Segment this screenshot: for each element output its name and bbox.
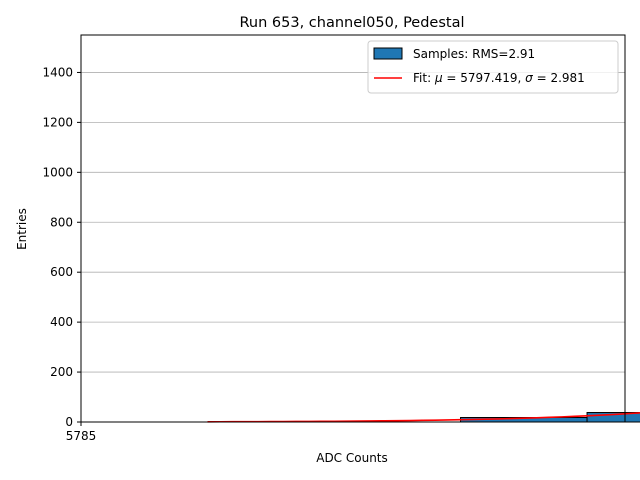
legend-box — [367, 40, 619, 94]
plot-frame — [80, 34, 626, 423]
histogram-bar — [586, 412, 640, 423]
x-axis-ticks: 57855790579558005805 — [66, 422, 97, 443]
legend-fit-body: = 5797.419, — [443, 71, 526, 85]
y-tick-label: 600 — [50, 265, 73, 279]
y-axis-ticks: 0 200 400 600 800 1000 1200 1400 — [42, 65, 81, 429]
legend: Samples: RMS=2.91 Fit: μ = 5797.419, σ =… — [367, 40, 619, 94]
legend-fit-mu-symbol: μ — [434, 71, 443, 85]
legend-histogram-swatch — [373, 47, 403, 60]
y-tick-label: 800 — [50, 215, 73, 229]
y-tick-label: 1400 — [42, 65, 73, 79]
legend-fit-suffix: = 2.981 — [533, 71, 585, 85]
chart-title: Run 653, channel050, Pedestal — [239, 15, 464, 31]
y-tick-label: 400 — [50, 315, 73, 329]
legend-fit-prefix: Fit: — [413, 71, 435, 85]
y-tick-label: 1000 — [42, 165, 73, 179]
y-tick-label: 0 — [65, 415, 73, 429]
y-axis-label: Entries — [15, 208, 29, 250]
y-tick-label: 200 — [50, 365, 73, 379]
fit-layer — [207, 412, 640, 423]
x-tick-label: 5785 — [66, 429, 97, 443]
legend-fit-label: Fit: μ = 5797.419, σ = 2.981 — [413, 71, 585, 85]
fit-curve — [207, 412, 640, 423]
x-axis-label: ADC Counts — [316, 451, 388, 465]
legend-fit-sigma-symbol: σ — [525, 71, 533, 85]
legend-histogram-label: Samples: RMS=2.91 — [413, 47, 535, 61]
y-tick-label: 1200 — [42, 115, 73, 129]
